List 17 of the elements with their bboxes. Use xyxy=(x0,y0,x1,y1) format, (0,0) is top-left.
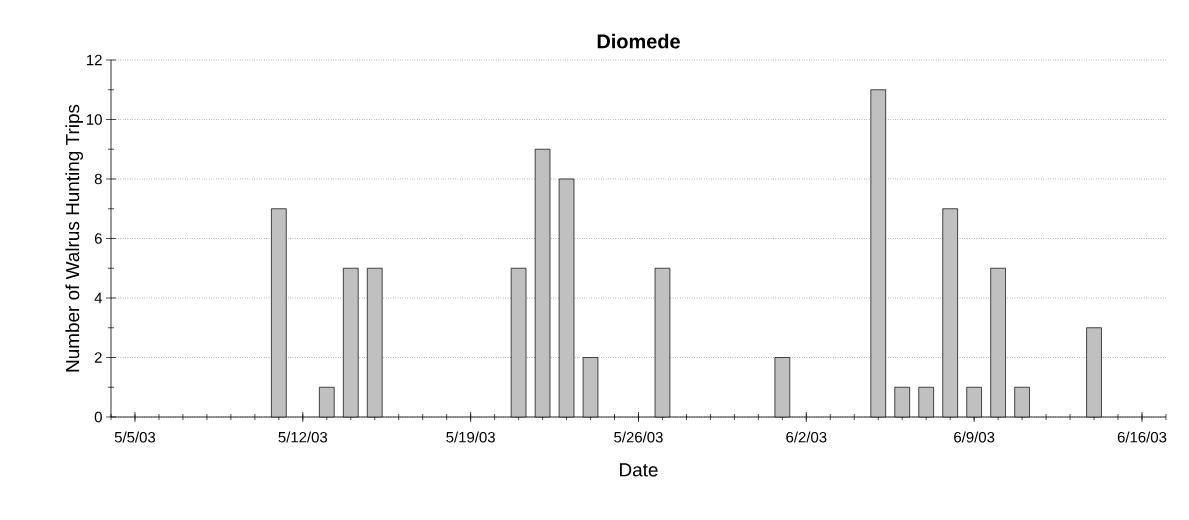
x-tick-label: 5/19/03 xyxy=(446,431,495,443)
y-axis-title: Number of Walrus Hunting Trips xyxy=(65,104,84,372)
x-tick-label: 6/2/03 xyxy=(786,431,827,443)
y-tick-label: 4 xyxy=(94,292,103,304)
y-tick-label: 6 xyxy=(94,233,102,244)
y-tick-label: 2 xyxy=(94,352,102,363)
x-tick-label: 6/9/03 xyxy=(954,431,995,443)
y-tick-label: 10 xyxy=(87,114,102,125)
y-tick-label: 0 xyxy=(94,411,102,423)
x-tick-label: 5/26/03 xyxy=(614,431,663,443)
y-tick-label: 8 xyxy=(94,173,102,185)
x-axis-title: Date xyxy=(620,463,658,477)
y-tick-label: 12 xyxy=(87,54,102,66)
x-tick-label: 5/5/03 xyxy=(114,431,156,443)
chart-title: Diomede xyxy=(597,33,680,49)
x-tick-label: 6/16/03 xyxy=(1117,431,1167,443)
x-tick-label: 5/12/03 xyxy=(278,431,328,443)
